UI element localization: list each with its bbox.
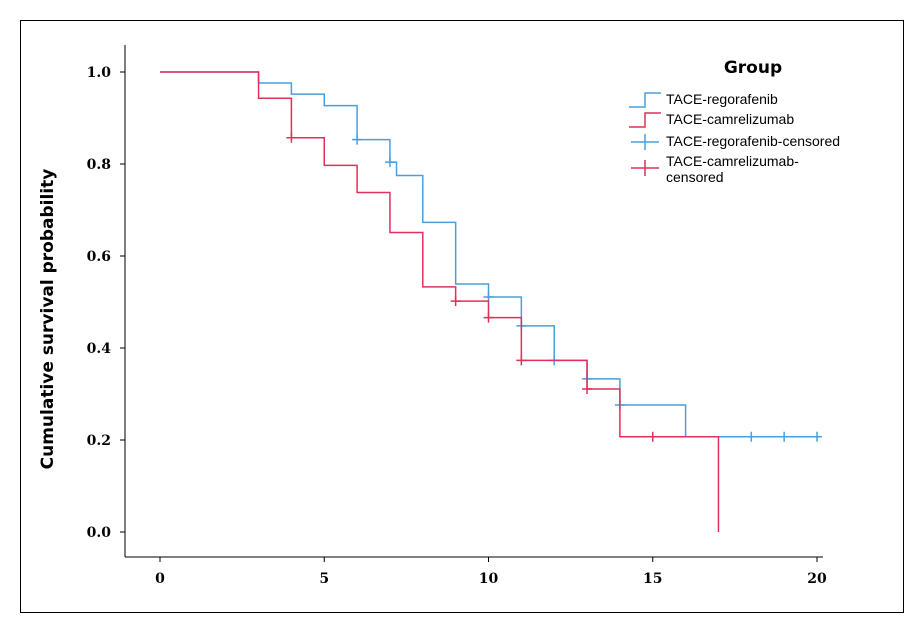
y-tick-label: 1.0 [87, 65, 112, 81]
y-tick-label: 0.2 [87, 433, 111, 449]
x-tick-label: 5 [319, 571, 329, 587]
survival-step-line [160, 71, 720, 532]
legend-label: TACE-camrelizumab-censored [666, 153, 799, 185]
legend-cross-symbol [631, 134, 659, 150]
censor-mark [384, 157, 395, 168]
axes: 0.0 0.2 0.4 0.6 0.8 1.0 0 5 10 15 20 [87, 45, 827, 587]
legend-label: TACE-camrelizumab [666, 111, 794, 127]
survival-chart: 0.0 0.2 0.4 0.6 0.8 1.0 0 5 10 15 20 Group TACE-reg… [38, 45, 840, 587]
legend-label: TACE-regorafenib-censored [666, 133, 840, 149]
y-tick-label: 0.0 [87, 525, 112, 541]
y-tick-label: 0.8 [87, 157, 111, 173]
legend-item: TACE-camrelizumab [629, 111, 794, 128]
series-camrelizumab [160, 71, 720, 532]
censor-mark [812, 431, 822, 442]
censor-mark [647, 431, 658, 442]
censor-mark [286, 132, 297, 143]
y-tick-label: 0.6 [87, 249, 111, 265]
censor-mark [582, 383, 593, 394]
legend-cross-symbol [631, 160, 659, 176]
x-tick-label: 0 [155, 571, 165, 587]
legend: Group TACE-regorafenib TACE-camrelizumab TA… [629, 58, 840, 185]
x-tick-label: 10 [479, 571, 499, 587]
censor-mark [746, 431, 757, 442]
x-tick-label: 20 [807, 571, 827, 587]
legend-label: TACE-regorafenib [666, 91, 778, 107]
legend-step-symbol [629, 112, 661, 128]
legend-item: TACE-regorafenib-censored [631, 133, 840, 150]
censor-mark [516, 355, 527, 366]
censor-mark [352, 134, 363, 145]
censor-mark [483, 312, 494, 323]
legend-step-symbol [629, 92, 661, 108]
legend-item: TACE-camrelizumab-censored [631, 153, 799, 185]
legend-title: Group [724, 58, 782, 78]
series-layer [160, 71, 822, 532]
censor-mark [483, 291, 494, 302]
censor-mark [450, 296, 461, 307]
x-tick-label: 15 [643, 571, 662, 587]
censor-mark [779, 431, 790, 442]
y-axis-title: Cumulative survival probability [38, 169, 58, 470]
survival-step-line [160, 71, 817, 438]
series-regorafenib [160, 71, 822, 442]
legend-item: TACE-regorafenib [629, 91, 778, 108]
y-tick-label: 0.4 [87, 341, 112, 357]
chart-frame: 0.0 0.2 0.4 0.6 0.8 1.0 0 5 10 15 20 Group TACE-reg… [20, 20, 904, 613]
